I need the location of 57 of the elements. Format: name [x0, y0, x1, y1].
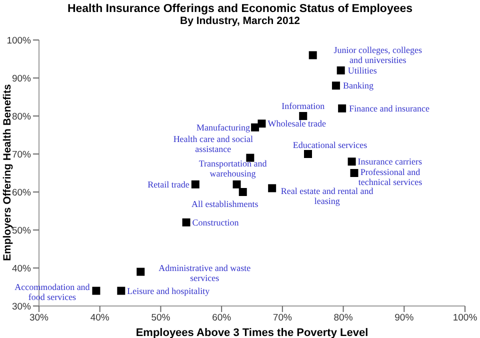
chart-title: Health Insurance Offerings and Economic Status of Employees: [66, 3, 414, 15]
point: [232, 180, 241, 188]
y-tick-label: 90%: [12, 73, 32, 84]
x-tick-label: 100%: [452, 312, 478, 324]
y-tick-label: 70%: [12, 149, 32, 160]
y-tick-label: 60%: [12, 187, 32, 198]
x-tick-label: 30%: [29, 312, 50, 324]
point: [251, 123, 260, 132]
chart-subtitle: By Industry, March 2012: [178, 15, 302, 27]
x-tick-label: 60%: [212, 312, 232, 324]
point: [350, 169, 358, 177]
point: [92, 286, 100, 295]
x-tick-label: 80%: [334, 312, 354, 324]
y-tick-label: 40%: [12, 263, 32, 274]
annotation: Finance and insurance: [349, 103, 430, 114]
annotation: Wholesale trade: [268, 118, 326, 129]
point: [136, 268, 145, 276]
annotation: Accommodation and food services: [14, 282, 90, 302]
annotation: Utilities: [348, 65, 378, 76]
point: [338, 104, 346, 112]
y-axis-title: Employers Offering Health Benefits: [2, 84, 14, 261]
point: [258, 120, 266, 128]
annotation: Administrative and waste services: [158, 262, 251, 283]
point: [268, 184, 276, 192]
annotation: Real estate and rental and leasing: [280, 186, 374, 206]
annotation: Insurance carriers: [358, 156, 423, 167]
x-tick-label: 50%: [151, 312, 171, 324]
annotation: Educational services: [292, 140, 368, 150]
annotation: Banking: [342, 80, 374, 91]
annotation: Retail trade: [148, 179, 190, 190]
point: [348, 158, 356, 166]
point: [299, 112, 308, 120]
annotation: Junior colleges, colleges and universities: [334, 45, 422, 66]
y-tick-label: 50%: [12, 225, 32, 236]
y-tick-label: 80%: [12, 111, 32, 122]
annotation: Information: [282, 101, 326, 111]
point: [308, 51, 317, 60]
point: [117, 286, 126, 295]
annotation: Manufacturing: [196, 122, 251, 132]
y-tick-label: 30%: [12, 301, 32, 312]
point: [332, 82, 340, 90]
annotation: Transportation and warehousing: [198, 158, 268, 178]
x-tick-label: 70%: [272, 312, 292, 324]
x-tick-label: 90%: [394, 312, 414, 324]
y-tick-label: 100%: [6, 35, 32, 46]
annotation: Construction: [192, 217, 240, 228]
x-axis-title: Employees Above 3 Times the Poverty Level: [136, 327, 368, 338]
annotation: Leisure and hospitality: [127, 286, 210, 296]
point: [304, 150, 312, 158]
annotation: Professional and technical services: [358, 167, 423, 187]
point: [238, 188, 247, 196]
point: [191, 180, 200, 188]
point: [182, 218, 190, 226]
annotation: All establishments: [191, 199, 259, 209]
x-tick-label: 40%: [90, 312, 110, 324]
annotation: Health care and social assistance: [173, 134, 254, 154]
point: [336, 66, 345, 74]
